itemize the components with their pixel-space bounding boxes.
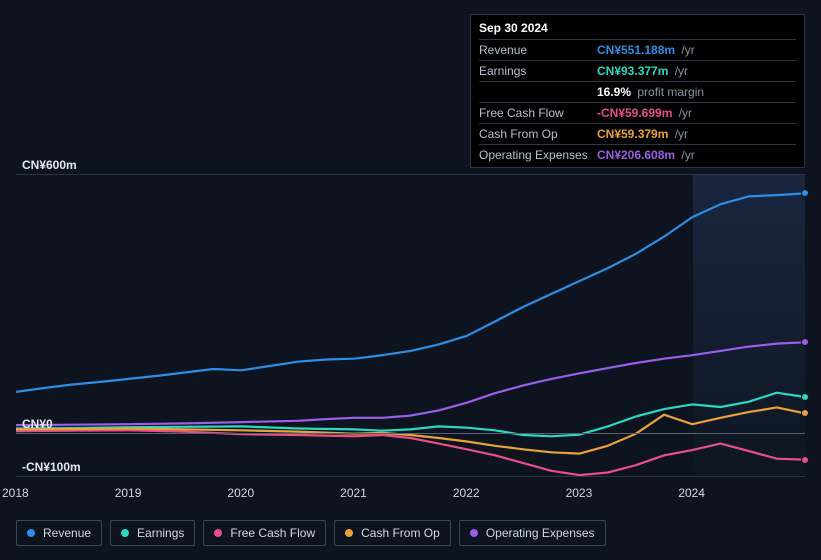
x-axis-label: 2018 (2, 486, 29, 500)
tooltip-row: EarningsCN¥93.377m /yr (479, 60, 796, 81)
tooltip-unit: profit margin (634, 85, 704, 99)
tooltip-row: Free Cash Flow-CN¥59.699m /yr (479, 102, 796, 123)
chart-legend: Revenue Earnings Free Cash Flow Cash From O… (16, 520, 606, 546)
y-axis-label: CN¥600m (22, 158, 77, 172)
series-line-revenue (16, 193, 805, 392)
x-axis-label: 2024 (678, 486, 705, 500)
tooltip-row: Cash From OpCN¥59.379m /yr (479, 123, 796, 144)
tooltip-label: Earnings (479, 64, 597, 78)
series-marker-opex (801, 338, 809, 346)
tooltip-unit: /yr (678, 43, 695, 57)
series-marker-cfo (801, 409, 809, 417)
grid-line (16, 433, 805, 434)
tooltip-rows: RevenueCN¥551.188m /yrEarningsCN¥93.377m… (479, 39, 796, 165)
x-axis-label: 2021 (340, 486, 367, 500)
tooltip-row: 16.9% profit margin (479, 81, 796, 102)
chart-tooltip: Sep 30 2024 RevenueCN¥551.188m /yrEarnin… (470, 14, 805, 168)
grid-line (16, 476, 805, 477)
series-marker-revenue (801, 189, 809, 197)
tooltip-value: -CN¥59.699m (597, 106, 672, 120)
tooltip-unit: /yr (671, 64, 688, 78)
x-axis-label: 2019 (115, 486, 142, 500)
legend-dot-icon (27, 529, 35, 537)
legend-label: Earnings (137, 526, 184, 540)
series-line-fcf (16, 430, 805, 475)
legend-dot-icon (214, 529, 222, 537)
financials-chart[interactable]: CN¥600mCN¥0-CN¥100m 20182019202020212022… (16, 160, 805, 480)
y-axis-label: CN¥0 (22, 417, 53, 431)
tooltip-unit: /yr (671, 127, 688, 141)
tooltip-label (479, 85, 597, 99)
tooltip-label: Revenue (479, 43, 597, 57)
tooltip-value: CN¥551.188m (597, 43, 675, 57)
x-axis-label: 2023 (566, 486, 593, 500)
series-line-opex (16, 342, 805, 425)
legend-dot-icon (470, 529, 478, 537)
tooltip-value: CN¥93.377m (597, 64, 668, 78)
tooltip-unit: /yr (675, 106, 692, 120)
legend-item[interactable]: Earnings (110, 520, 195, 546)
legend-label: Operating Expenses (486, 526, 595, 540)
legend-item[interactable]: Free Cash Flow (203, 520, 326, 546)
legend-label: Revenue (43, 526, 91, 540)
tooltip-label: Free Cash Flow (479, 106, 597, 120)
series-marker-earnings (801, 393, 809, 401)
legend-dot-icon (345, 529, 353, 537)
legend-item[interactable]: Operating Expenses (459, 520, 606, 546)
y-axis-label: -CN¥100m (22, 460, 81, 474)
tooltip-date: Sep 30 2024 (479, 21, 796, 39)
tooltip-value: 16.9% (597, 85, 631, 99)
legend-dot-icon (121, 529, 129, 537)
tooltip-label: Cash From Op (479, 127, 597, 141)
tooltip-value: CN¥59.379m (597, 127, 668, 141)
tooltip-row: RevenueCN¥551.188m /yr (479, 39, 796, 60)
chart-lines (16, 174, 805, 476)
legend-item[interactable]: Cash From Op (334, 520, 451, 546)
x-axis-label: 2020 (227, 486, 254, 500)
legend-label: Free Cash Flow (230, 526, 315, 540)
legend-item[interactable]: Revenue (16, 520, 102, 546)
x-axis-label: 2022 (453, 486, 480, 500)
legend-label: Cash From Op (361, 526, 440, 540)
series-marker-fcf (801, 456, 809, 464)
grid-line (16, 174, 805, 175)
